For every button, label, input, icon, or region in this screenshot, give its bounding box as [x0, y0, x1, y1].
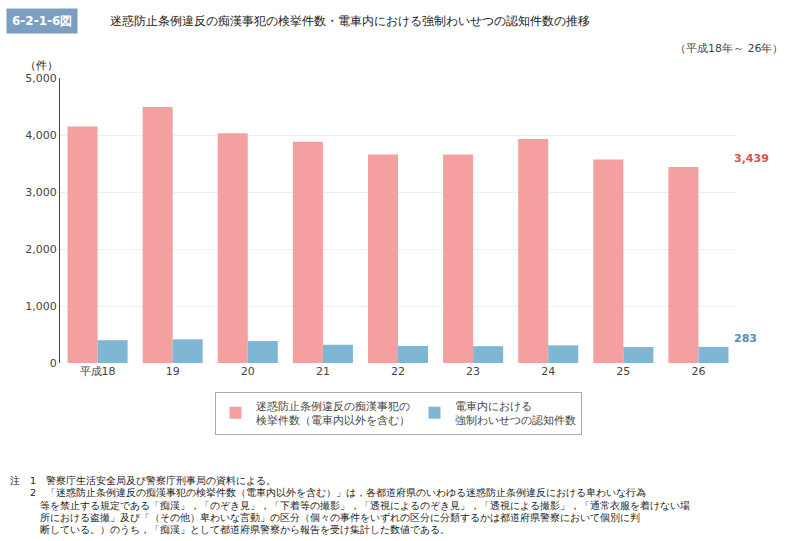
svg-text:6-2-1-6図: 6-2-1-6図: [12, 14, 72, 28]
svg-text:注 1 警察庁生活安全局及び警察庁刑事局の資料による。 2: 注 1 警察庁生活安全局及び警察庁刑事局の資料による。 2 「迷惑防止条例違反の…: [10, 475, 690, 535]
svg-text:20: 20: [241, 365, 255, 378]
svg-text:迷惑防止条例違反の痴漢事犯の検挙件数（電車内以外を含む）: 迷惑防止条例違反の痴漢事犯の検挙件数（電車内以外を含む）: [256, 400, 410, 426]
svg-text:電車内における強制わいせつの認知件数: 電車内における強制わいせつの認知件数: [455, 400, 576, 426]
svg-text:25: 25: [616, 365, 630, 378]
svg-text:（平成18年～ 26年）: （平成18年～ 26年）: [675, 42, 784, 55]
svg-text:4,000: 4,000: [25, 129, 57, 142]
svg-text:22: 22: [391, 365, 405, 378]
svg-text:26: 26: [691, 365, 705, 378]
svg-text:5,000: 5,000: [25, 72, 57, 85]
svg-text:3,439: 3,439: [734, 152, 769, 165]
svg-text:1,000: 1,000: [25, 300, 57, 313]
svg-text:平成18: 平成18: [80, 365, 116, 378]
svg-text:0: 0: [50, 357, 57, 370]
svg-text:（件）: （件）: [25, 59, 58, 72]
svg-text:283: 283: [734, 332, 757, 345]
svg-text:2,000: 2,000: [25, 243, 57, 256]
svg-text:21: 21: [316, 365, 330, 378]
svg-text:迷惑防止条例違反の痴漢事犯の検挙件数・電車内における強制わい: 迷惑防止条例違反の痴漢事犯の検挙件数・電車内における強制わいせつの認知件数の推移: [110, 14, 590, 28]
svg-text:3,000: 3,000: [25, 186, 57, 199]
svg-text:24: 24: [541, 365, 555, 378]
svg-text:23: 23: [466, 365, 480, 378]
svg-text:19: 19: [166, 365, 180, 378]
